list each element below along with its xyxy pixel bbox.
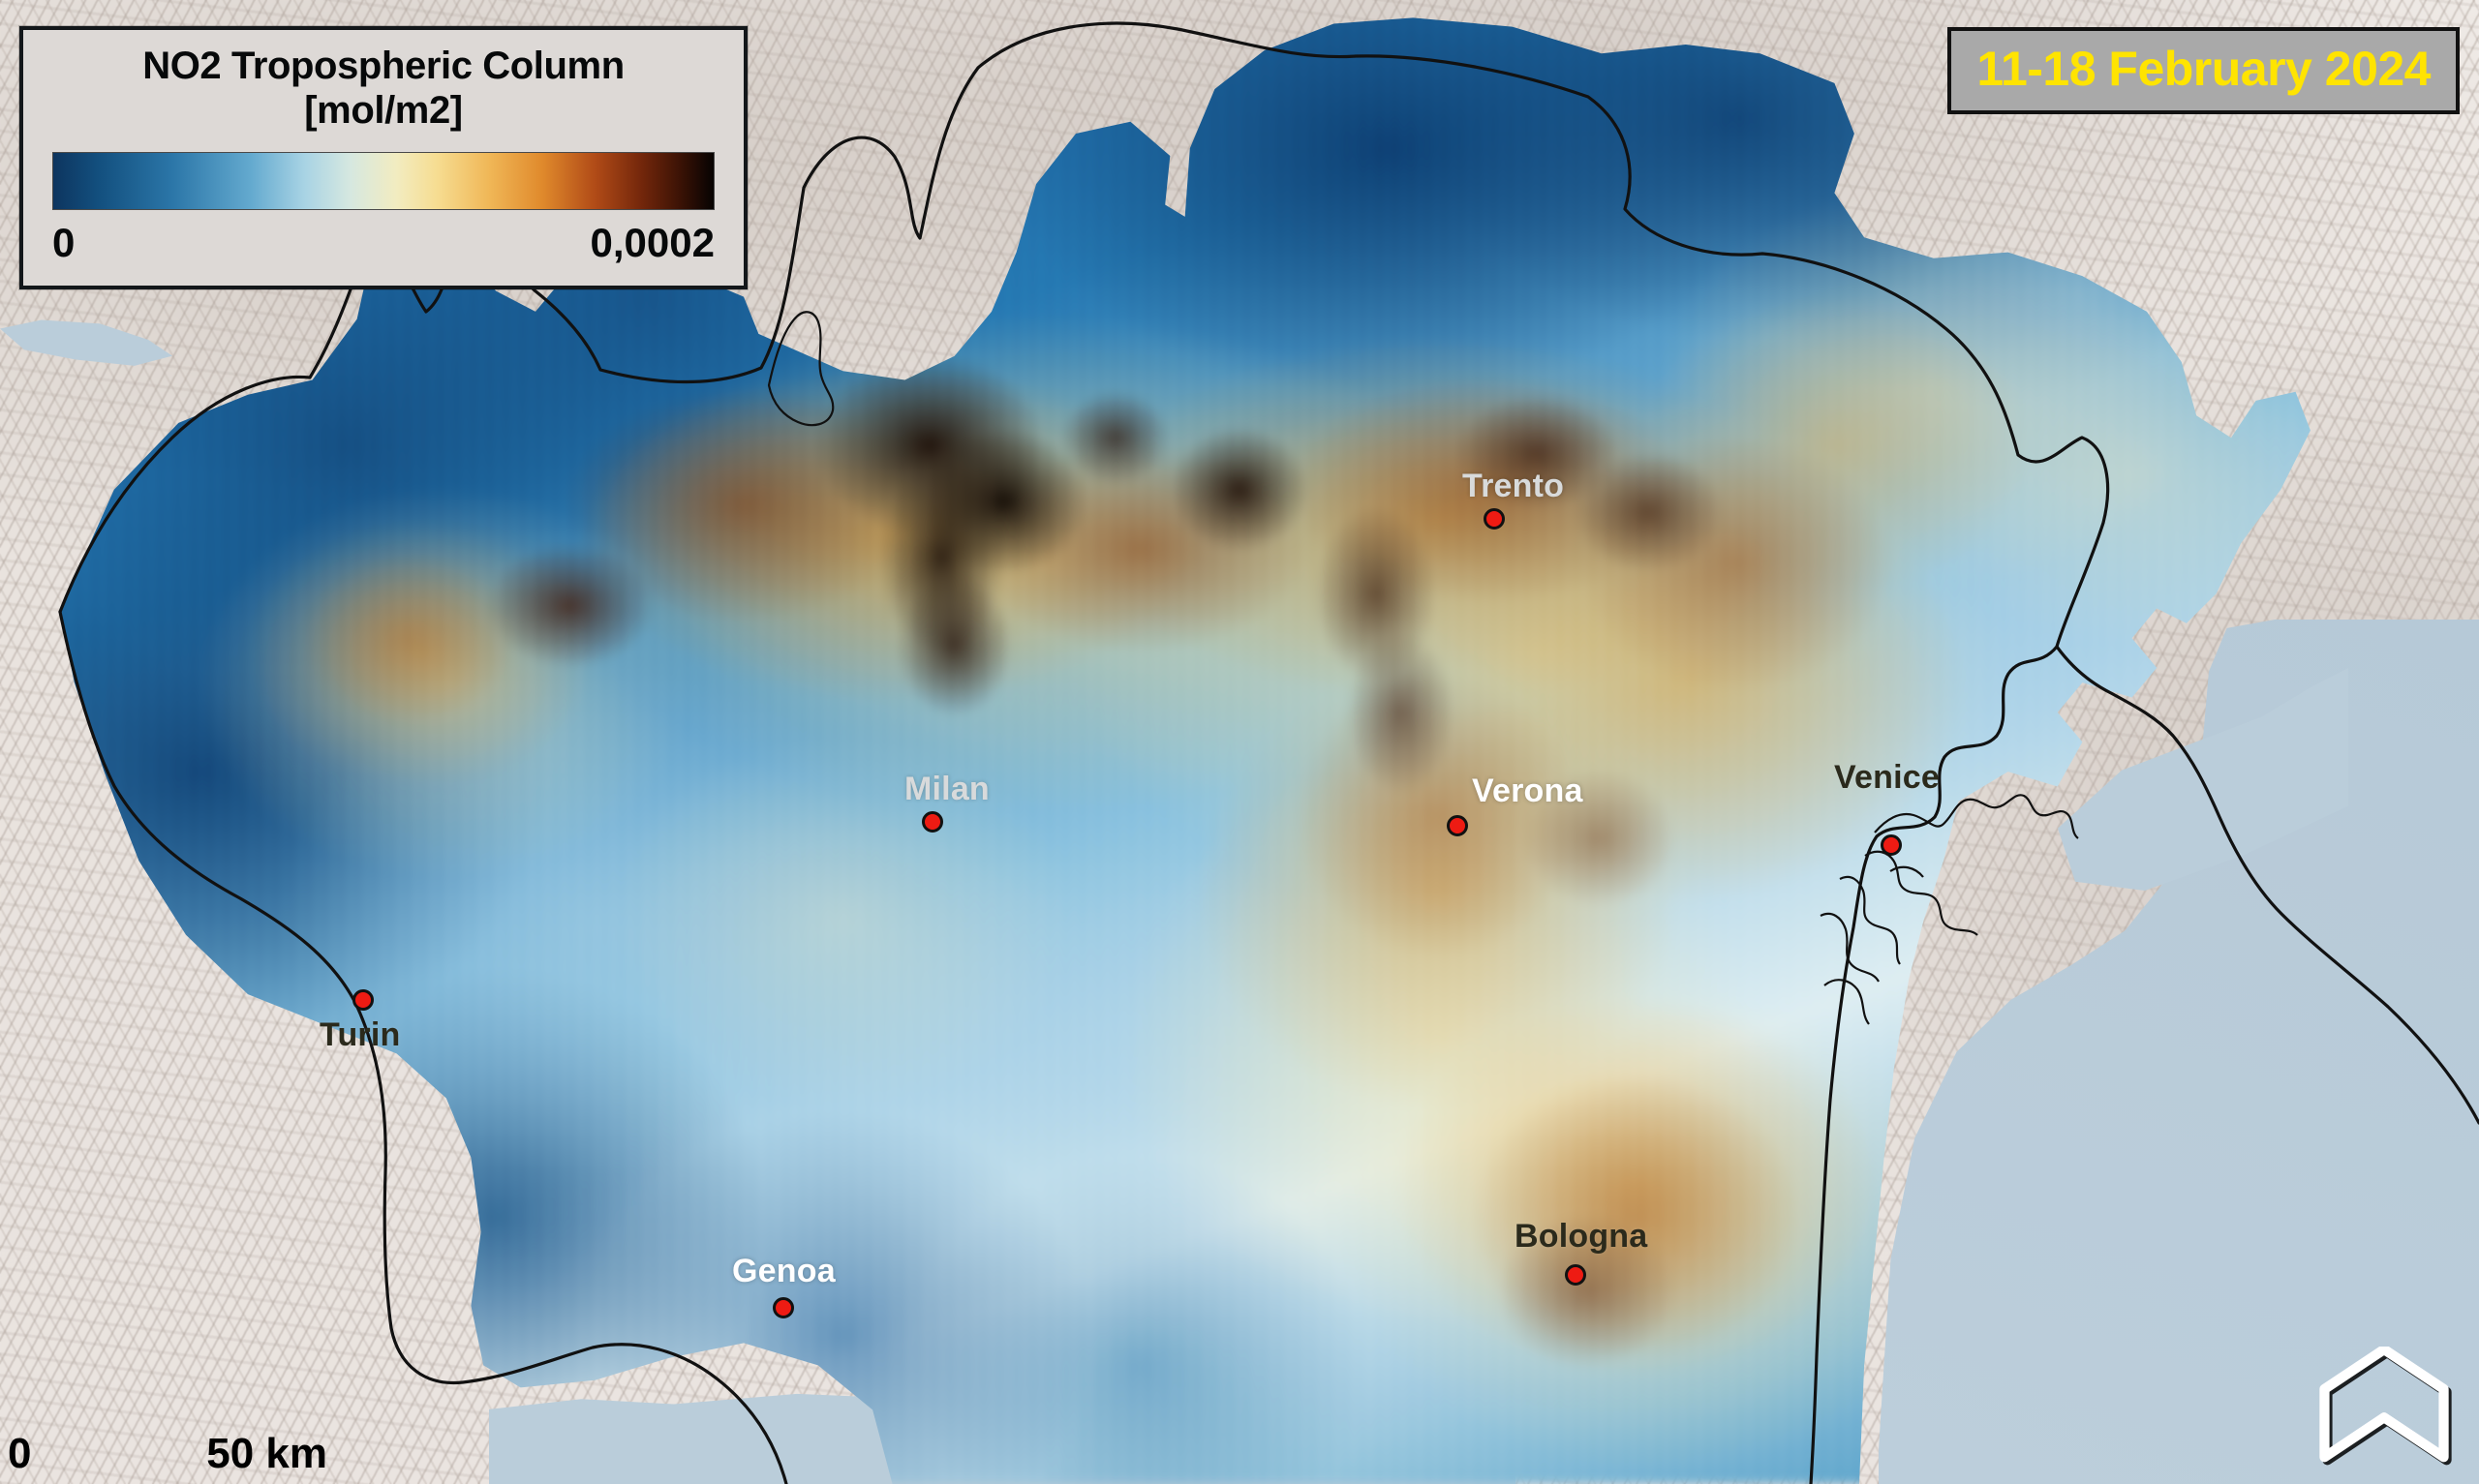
city-label-bologna: Bologna bbox=[1515, 1218, 1648, 1255]
city-label-turin: Turin bbox=[320, 1016, 401, 1053]
legend-units-label: [mol/m2] bbox=[304, 89, 463, 133]
city-dot-bologna bbox=[1565, 1264, 1586, 1286]
chevron-logo bbox=[2312, 1347, 2456, 1469]
city-label-genoa: Genoa bbox=[732, 1253, 836, 1289]
city-label-verona: Verona bbox=[1472, 772, 1583, 809]
date-range-badge: 11-18 February 2024 bbox=[1947, 27, 2460, 114]
city-label-trento: Trento bbox=[1462, 468, 1565, 504]
scalebar-min-label: 0 bbox=[8, 1430, 32, 1477]
city-dot-venice bbox=[1881, 834, 1902, 856]
colorbar-min-label: 0 bbox=[52, 219, 76, 265]
city-dot-milan bbox=[922, 811, 943, 833]
colorbar-max-label: 0,0002 bbox=[590, 219, 715, 265]
city-dot-turin bbox=[352, 989, 374, 1011]
scalebar-max-label: 50 km bbox=[206, 1430, 327, 1477]
city-label-venice: Venice bbox=[1834, 759, 1940, 796]
map-scale-bar: 0 50 km bbox=[8, 1428, 327, 1478]
legend-panel[interactable]: NO2 Tropospheric Column [mol/m2] 0 0,000… bbox=[19, 26, 748, 289]
city-dot-trento bbox=[1484, 508, 1505, 530]
city-dot-verona bbox=[1447, 815, 1468, 836]
city-dot-genoa bbox=[773, 1297, 794, 1318]
city-label-milan: Milan bbox=[904, 771, 990, 807]
legend-title: NO2 Tropospheric Column bbox=[142, 45, 625, 87]
colorbar-tick-labels: 0 0,0002 bbox=[52, 220, 715, 266]
colorbar-gradient bbox=[52, 151, 715, 210]
